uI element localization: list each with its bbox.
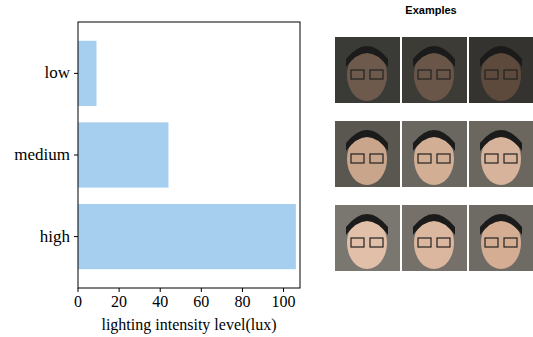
bar [78,122,168,187]
example-photo [402,37,467,103]
x-axis-label: lighting intensity level(lux) [101,316,276,334]
category-tick [74,155,78,156]
tick-label: 80 [234,293,250,310]
tick [242,288,243,292]
tick-label: 0 [74,293,82,310]
tick-label: 20 [111,293,127,310]
tick-label: 40 [152,293,168,310]
examples-title: Examples [405,4,456,16]
category-label: low [45,63,71,82]
chart: 0 20 40 60 80 100 low medium high lighting intens… [0,0,533,337]
category-tick [74,73,78,74]
bars [78,41,296,269]
example-photo [469,37,533,103]
tick-label: 60 [193,293,209,310]
tick-label: 100 [272,293,296,310]
tick [201,288,202,292]
category-label: medium [14,145,70,164]
tick [78,288,79,292]
root: 0 20 40 60 80 100 low medium high lighting intens… [0,0,533,337]
plot-frame [78,22,300,288]
example-photo [335,205,400,271]
bar [78,204,296,269]
category-label: high [40,227,71,246]
category-tick [74,236,78,237]
tick [119,288,120,292]
example-photo [402,205,467,271]
example-photo [335,37,400,103]
example-photo [469,121,533,187]
example-photo [469,205,533,271]
bar [78,41,97,106]
tick [160,288,161,292]
example-photo [335,121,400,187]
example-photo [402,121,467,187]
tick [283,288,284,292]
